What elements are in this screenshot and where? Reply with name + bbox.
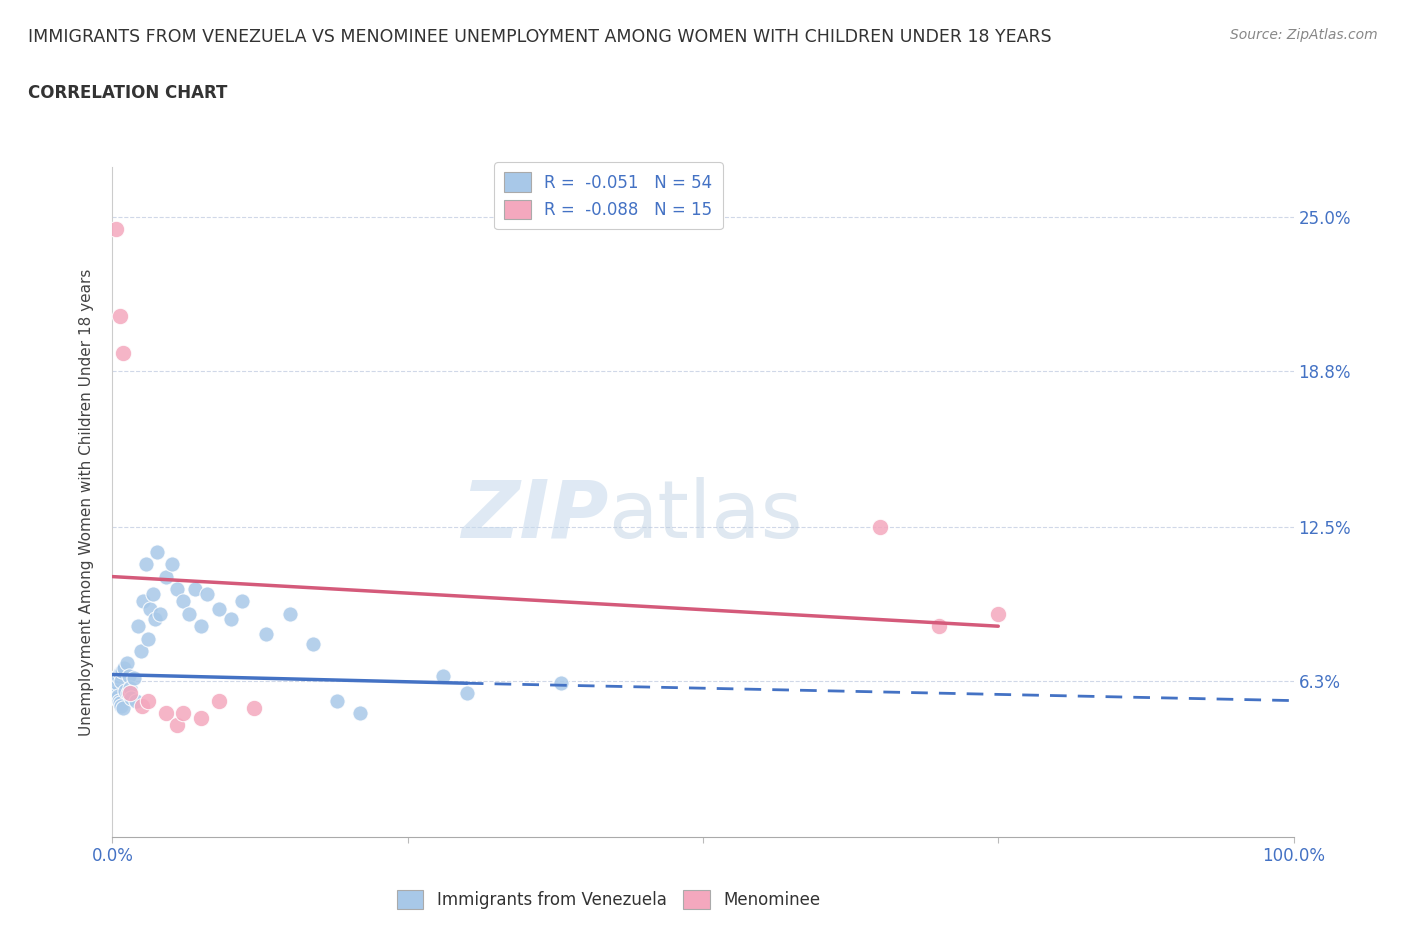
Point bbox=[112, 700, 135, 715]
Text: CORRELATION CHART: CORRELATION CHART bbox=[28, 84, 228, 101]
Point bbox=[103, 678, 125, 693]
Point bbox=[142, 587, 165, 602]
Point bbox=[987, 606, 1010, 621]
Point bbox=[928, 618, 950, 633]
Point bbox=[219, 611, 242, 626]
Point bbox=[456, 685, 478, 700]
Point bbox=[208, 602, 231, 617]
Point bbox=[146, 544, 169, 559]
Point bbox=[143, 611, 166, 626]
Point bbox=[107, 669, 129, 684]
Point bbox=[129, 644, 152, 658]
Point bbox=[302, 636, 325, 651]
Point bbox=[105, 676, 128, 691]
Point bbox=[326, 693, 349, 708]
Point bbox=[139, 602, 162, 617]
Point bbox=[131, 698, 153, 713]
Point bbox=[108, 666, 131, 681]
Point bbox=[110, 673, 132, 688]
Point bbox=[550, 676, 572, 691]
Point bbox=[869, 520, 891, 535]
Point bbox=[349, 706, 371, 721]
Point bbox=[105, 222, 128, 237]
Point bbox=[111, 663, 134, 678]
Point bbox=[155, 706, 177, 721]
Text: Source: ZipAtlas.com: Source: ZipAtlas.com bbox=[1230, 28, 1378, 42]
Point bbox=[278, 606, 301, 621]
Point bbox=[108, 696, 131, 711]
Text: ZIP: ZIP bbox=[461, 476, 609, 554]
Point bbox=[231, 594, 253, 609]
Point bbox=[243, 700, 266, 715]
Point bbox=[120, 681, 142, 696]
Text: IMMIGRANTS FROM VENEZUELA VS MENOMINEE UNEMPLOYMENT AMONG WOMEN WITH CHILDREN UN: IMMIGRANTS FROM VENEZUELA VS MENOMINEE U… bbox=[28, 28, 1052, 46]
Point bbox=[105, 671, 128, 685]
Point bbox=[172, 706, 194, 721]
Point bbox=[190, 711, 212, 725]
Point bbox=[112, 661, 135, 676]
Point bbox=[118, 669, 141, 684]
Point bbox=[136, 631, 159, 646]
Point bbox=[155, 569, 177, 584]
Point bbox=[122, 671, 145, 685]
Point bbox=[166, 581, 188, 596]
Point bbox=[103, 673, 125, 688]
Point bbox=[108, 693, 131, 708]
Point bbox=[172, 594, 194, 609]
Point bbox=[208, 693, 231, 708]
Point bbox=[108, 309, 131, 324]
Point bbox=[115, 656, 138, 671]
Point bbox=[149, 606, 172, 621]
Point bbox=[184, 581, 207, 596]
Point bbox=[166, 718, 188, 733]
Point bbox=[117, 685, 139, 700]
Legend: Immigrants from Venezuela, Menominee: Immigrants from Venezuela, Menominee bbox=[389, 884, 827, 916]
Point bbox=[120, 691, 142, 706]
Point bbox=[179, 606, 201, 621]
Point bbox=[125, 693, 148, 708]
Point bbox=[107, 688, 129, 703]
Point bbox=[105, 691, 128, 706]
Point bbox=[112, 346, 135, 361]
Point bbox=[120, 685, 142, 700]
Text: atlas: atlas bbox=[609, 476, 803, 554]
Point bbox=[195, 587, 218, 602]
Point bbox=[135, 557, 157, 572]
Y-axis label: Unemployment Among Women with Children Under 18 years: Unemployment Among Women with Children U… bbox=[79, 269, 94, 736]
Point bbox=[136, 693, 159, 708]
Point bbox=[127, 618, 149, 633]
Point bbox=[160, 557, 183, 572]
Point bbox=[254, 626, 277, 641]
Point bbox=[190, 618, 212, 633]
Point bbox=[432, 669, 454, 684]
Point bbox=[110, 698, 132, 713]
Point bbox=[104, 681, 127, 696]
Point bbox=[114, 684, 136, 698]
Point bbox=[132, 594, 155, 609]
Point bbox=[104, 685, 127, 700]
